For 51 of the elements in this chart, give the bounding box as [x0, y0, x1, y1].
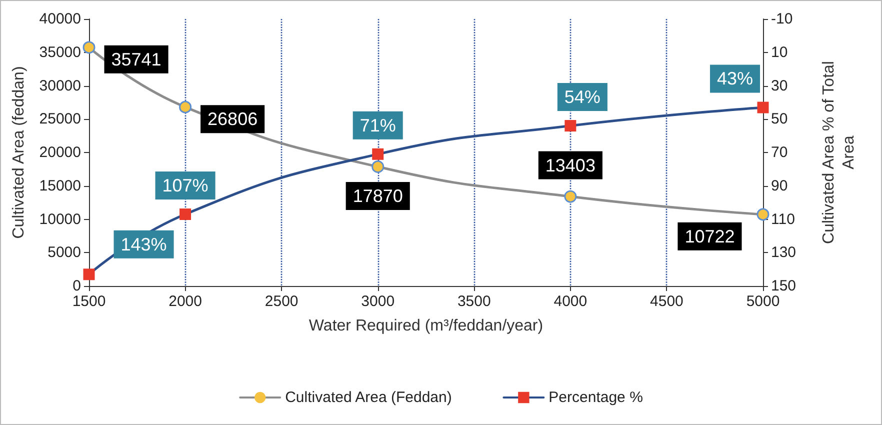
data-label: 17870	[352, 186, 403, 206]
y2-tick-label: 70	[771, 144, 788, 161]
data-label: 35741	[111, 49, 162, 70]
x-tick-label: 1500	[72, 293, 106, 310]
point	[83, 268, 95, 280]
point	[757, 102, 769, 114]
y2-tick-label: 130	[771, 244, 796, 262]
data-label: 43%	[716, 68, 754, 89]
y2-tick-label: 90	[771, 177, 788, 194]
x-tick-label: 3500	[457, 293, 491, 310]
data-label: 26806	[208, 109, 258, 130]
point	[564, 190, 577, 203]
y2-tick-label: 10	[771, 44, 788, 61]
y-tick-label: 40000	[39, 10, 81, 28]
y-tick-label: 5000	[48, 244, 81, 262]
y2-tick-label: 150	[771, 278, 796, 294]
x-tick-label: 5000	[746, 293, 780, 310]
point	[372, 160, 384, 173]
data-label: 10722	[684, 226, 735, 246]
point	[564, 120, 576, 132]
y-tick-label: 10000	[39, 210, 81, 228]
y2-tick-label: 50	[771, 110, 788, 128]
y-tick-label: 35000	[39, 44, 81, 61]
y-tick-label: 0	[72, 278, 81, 294]
y-axis-title: Cultivated Area (feddan)	[10, 66, 28, 239]
y-tick-label: 30000	[39, 77, 81, 94]
data-label: 13403	[545, 155, 596, 176]
data-label: 54%	[564, 87, 600, 108]
y2-tick-label: -10	[771, 10, 793, 28]
point	[180, 208, 192, 220]
y2-axis-title: Cultivated Area % of Total Area	[820, 61, 858, 244]
x-axis-title: Water Required (m³/feddan/year)	[308, 318, 544, 334]
data-label: 71%	[360, 115, 396, 136]
y-tick-label: 20000	[39, 144, 81, 161]
y-tick-label: 25000	[39, 110, 81, 128]
x-tick-label: 3000	[361, 293, 395, 310]
x-tick-label: 2000	[168, 293, 202, 310]
point	[372, 148, 384, 160]
point	[82, 41, 96, 54]
point	[179, 100, 192, 114]
x-tick-label: 4000	[554, 293, 588, 310]
data-label: 143%	[120, 234, 167, 254]
y-tick-label: 15000	[39, 177, 81, 194]
y2-tick-label: 110	[771, 210, 795, 228]
point	[756, 208, 770, 221]
legend-label: Percentage %	[548, 389, 643, 406]
x-tick-label: 4500	[650, 293, 684, 310]
x-tick-label: 2500	[264, 293, 298, 310]
data-label: 107%	[162, 175, 208, 196]
legend-label: Cultivated Area (Feddan)	[285, 389, 452, 406]
y2-tick-label: 30	[771, 77, 788, 94]
